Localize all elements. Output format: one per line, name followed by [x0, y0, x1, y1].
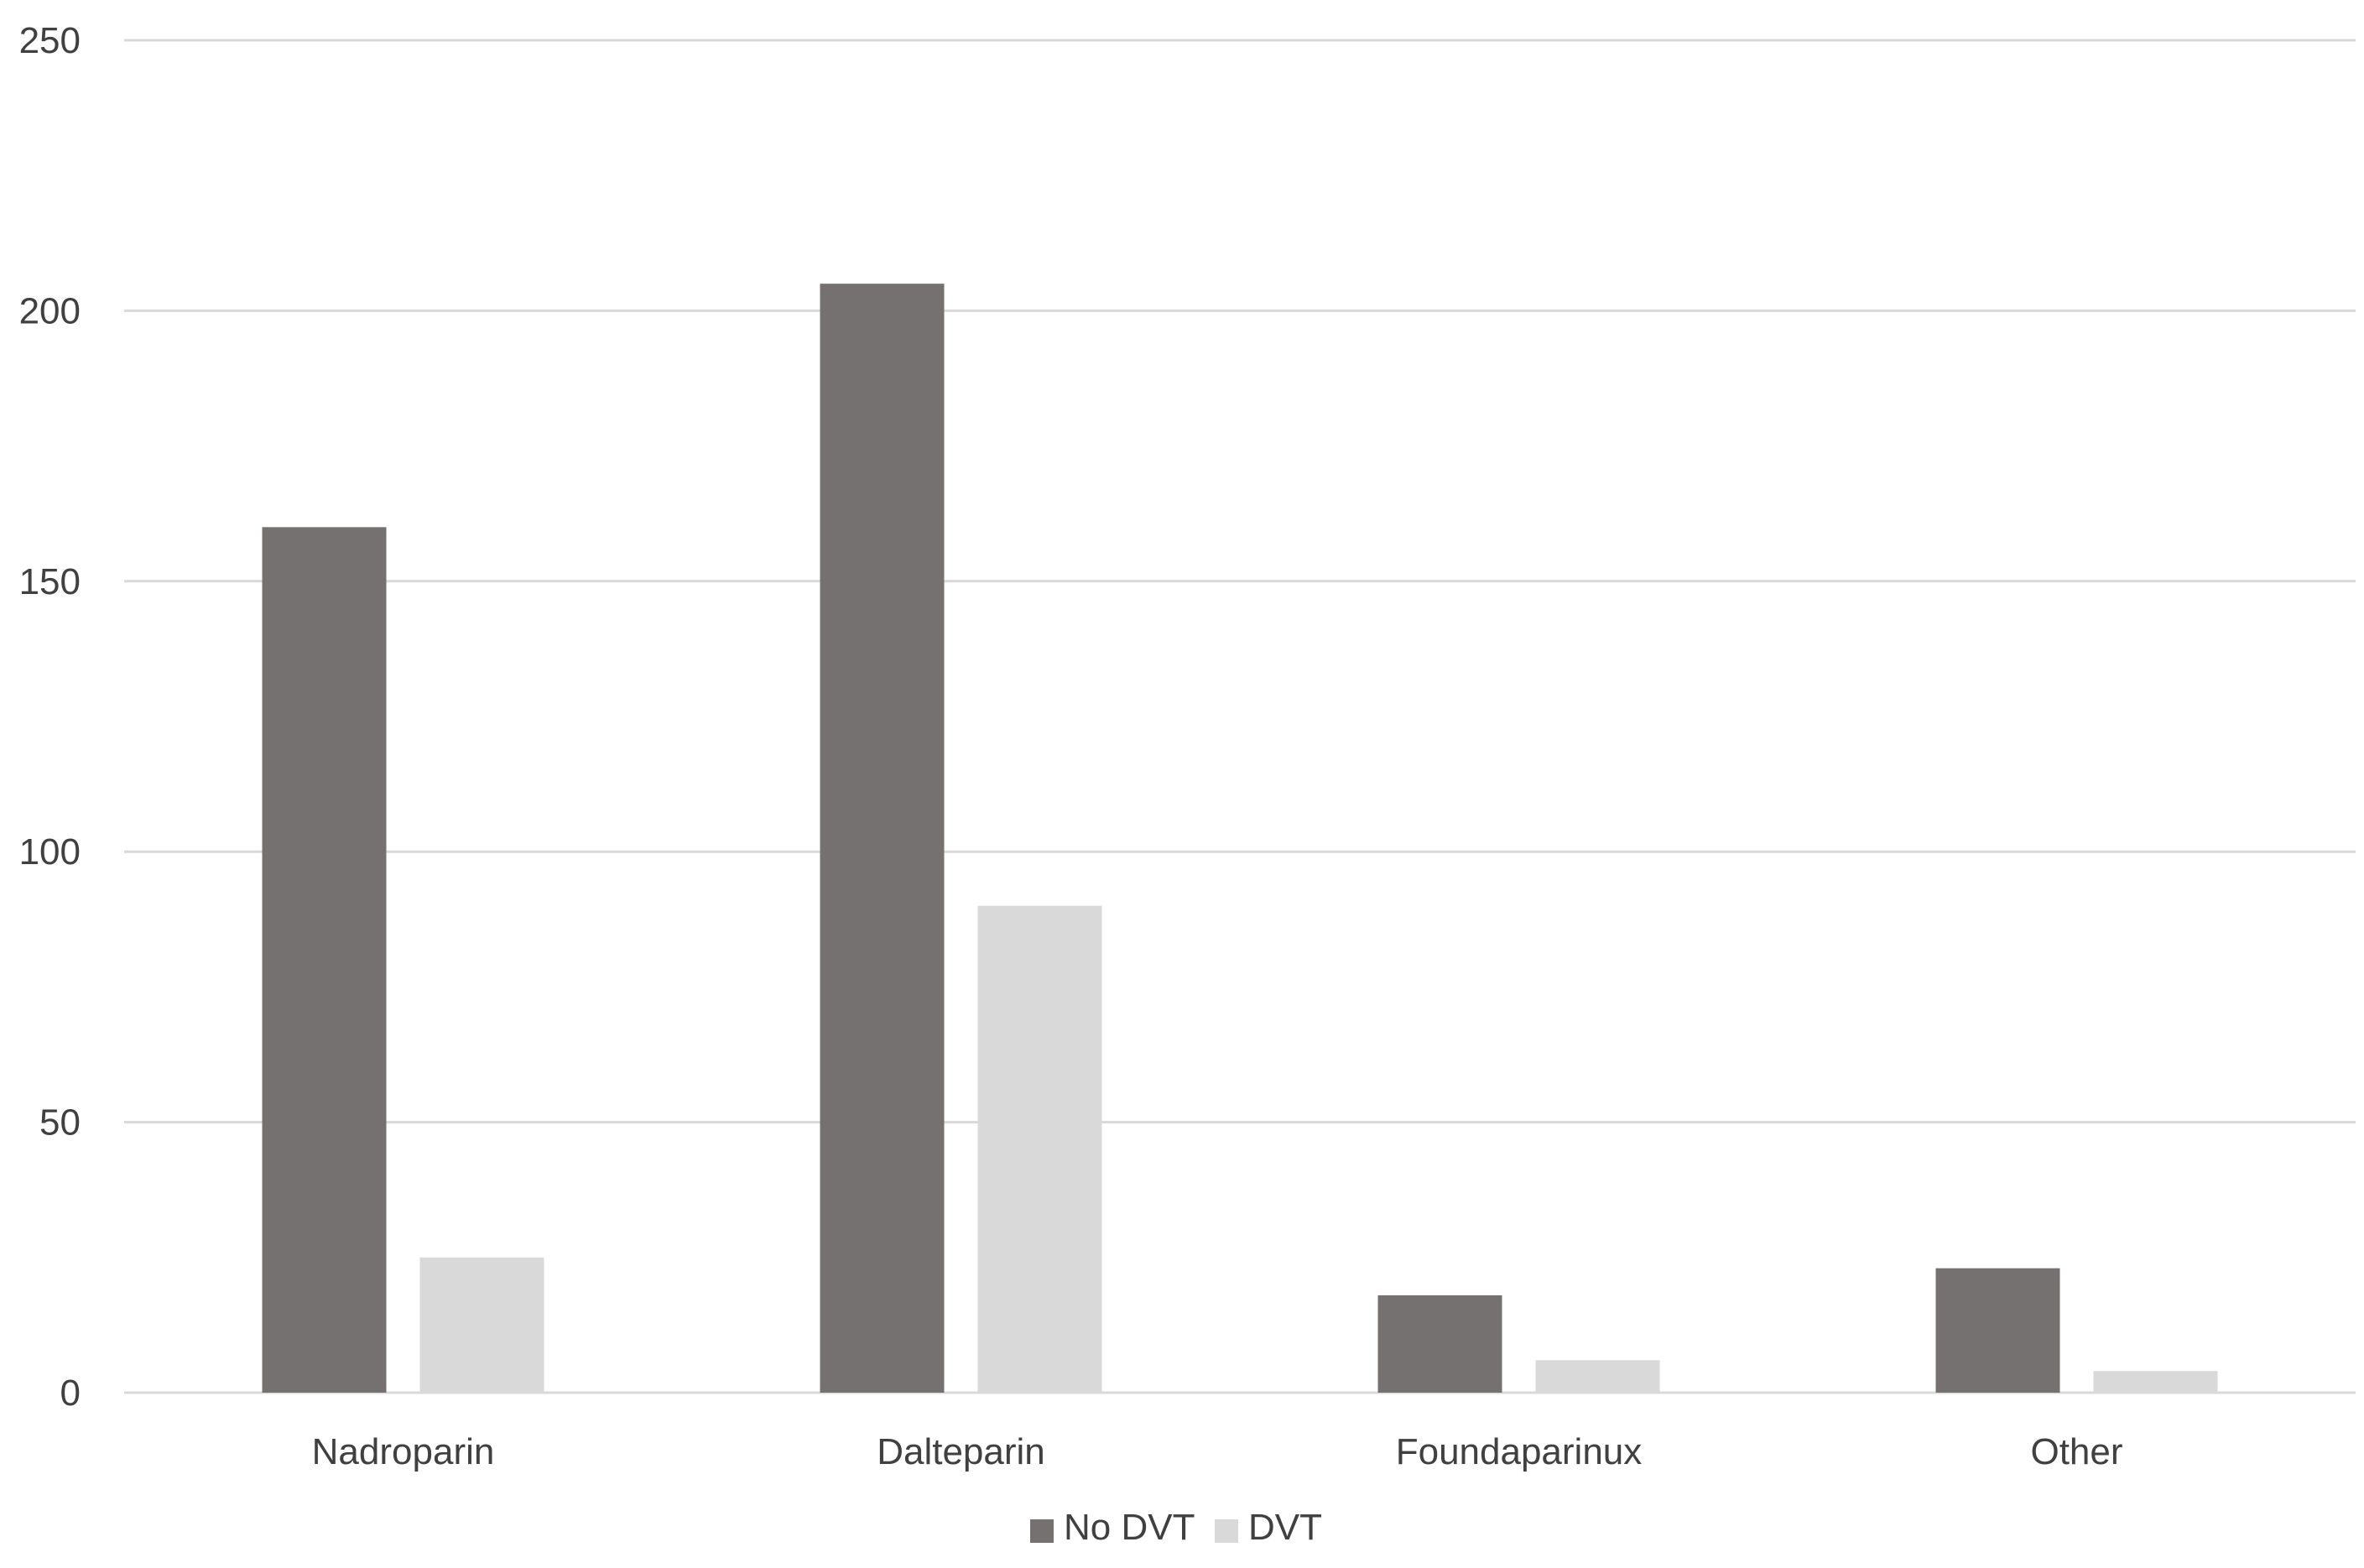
bars — [262, 284, 2218, 1393]
x-axis-category-labels: Nadroparin Dalteparin Foundaparinux Other — [312, 1431, 2123, 1472]
bar-no-dvt-foundaparinux — [1377, 1295, 1502, 1393]
x-category-label: Dalteparin — [877, 1431, 1045, 1472]
y-tick-label: 100 — [19, 831, 81, 873]
bar-dvt-other — [2093, 1371, 2218, 1393]
legend-swatch-dvt — [1215, 1519, 1238, 1543]
bar-dvt-nadroparin — [419, 1257, 544, 1393]
x-category-label: Other — [2030, 1431, 2122, 1472]
bar-no-dvt-other — [1935, 1268, 2060, 1393]
y-tick-label: 50 — [39, 1102, 81, 1143]
legend-label: No DVT — [1064, 1507, 1195, 1548]
bar-no-dvt-nadroparin — [262, 527, 387, 1393]
y-axis-tick-labels: 0 50 100 150 200 250 — [19, 20, 81, 1414]
bar-no-dvt-dalteparin — [820, 284, 945, 1393]
legend: No DVT DVT — [1030, 1507, 1322, 1548]
y-tick-label: 0 — [60, 1373, 81, 1414]
legend-swatch-no-dvt — [1030, 1519, 1054, 1543]
y-tick-label: 200 — [19, 290, 81, 331]
x-category-label: Nadroparin — [312, 1431, 495, 1472]
y-tick-label: 250 — [19, 20, 81, 61]
bar-dvt-foundaparinux — [1535, 1360, 1660, 1393]
gridlines — [124, 39, 2356, 1394]
y-tick-label: 150 — [19, 561, 81, 602]
legend-label: DVT — [1248, 1507, 1322, 1548]
bar-dvt-dalteparin — [977, 905, 1102, 1393]
x-category-label: Foundaparinux — [1396, 1431, 1643, 1472]
